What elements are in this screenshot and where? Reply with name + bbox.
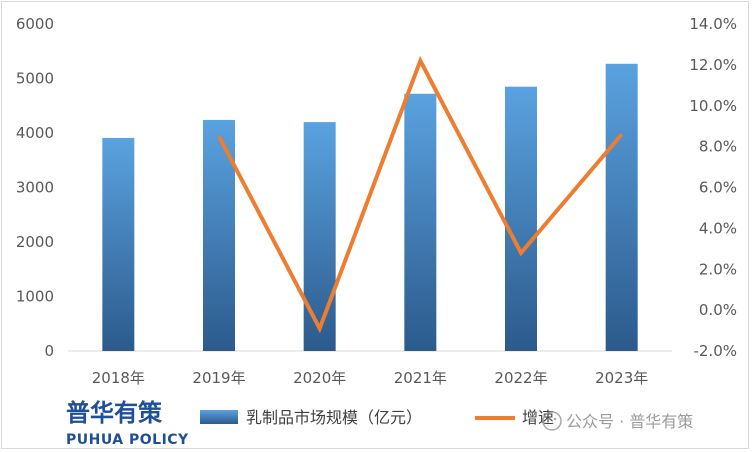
legend-bar-label: 乳制品市场规模（亿元） — [246, 408, 422, 427]
logo: 普华有策 PUHUA POLICY — [66, 399, 189, 448]
y-right-tick: 6.0% — [699, 179, 737, 197]
y-right-tick: 8.0% — [699, 138, 737, 156]
x-tick-3: 2021年 — [394, 369, 447, 387]
y-left-tick: 6000 — [16, 15, 54, 33]
y-left-tick: 1000 — [16, 288, 54, 306]
y-left-tick: 5000 — [16, 70, 54, 88]
x-tick-2: 2020年 — [293, 369, 346, 387]
y-right-tick: 12.0% — [689, 56, 737, 74]
y-left-tick: 0 — [44, 342, 54, 360]
y-left-tick: 2000 — [16, 233, 54, 251]
legend-line-label: 增速 — [522, 408, 554, 427]
y-right-tick: 0.0% — [699, 301, 737, 319]
x-tick-0: 2018年 — [92, 369, 145, 387]
y-right-tick: 10.0% — [689, 97, 737, 115]
bar-0 — [102, 137, 135, 351]
x-tick-5: 2023年 — [595, 369, 648, 387]
legend-bar-swatch — [200, 410, 238, 424]
y-right-tick: 4.0% — [699, 219, 737, 237]
y-left-tick: 3000 — [16, 179, 54, 197]
y-left-tick: 4000 — [16, 124, 54, 142]
logo-cn-text: 普华有策 — [66, 399, 163, 427]
bar-4 — [505, 86, 537, 352]
bar-5 — [605, 63, 638, 351]
y-right-tick: -2.0% — [693, 342, 737, 360]
x-tick-1: 2019年 — [192, 369, 245, 387]
logo-en-text: PUHUA POLICY — [66, 432, 189, 448]
legend: 乳制品市场规模（亿元） 增速 — [200, 408, 554, 427]
y-right-tick: 14.0% — [689, 15, 737, 33]
bar-2 — [303, 122, 336, 351]
y-right-tick: 2.0% — [699, 260, 737, 278]
watermark: 公众号 · 普华有策 — [542, 411, 693, 431]
wechat-icon — [542, 411, 562, 431]
bar-3 — [404, 93, 437, 351]
x-tick-4: 2022年 — [494, 369, 547, 387]
watermark-text: 公众号 · 普华有策 — [566, 412, 693, 431]
